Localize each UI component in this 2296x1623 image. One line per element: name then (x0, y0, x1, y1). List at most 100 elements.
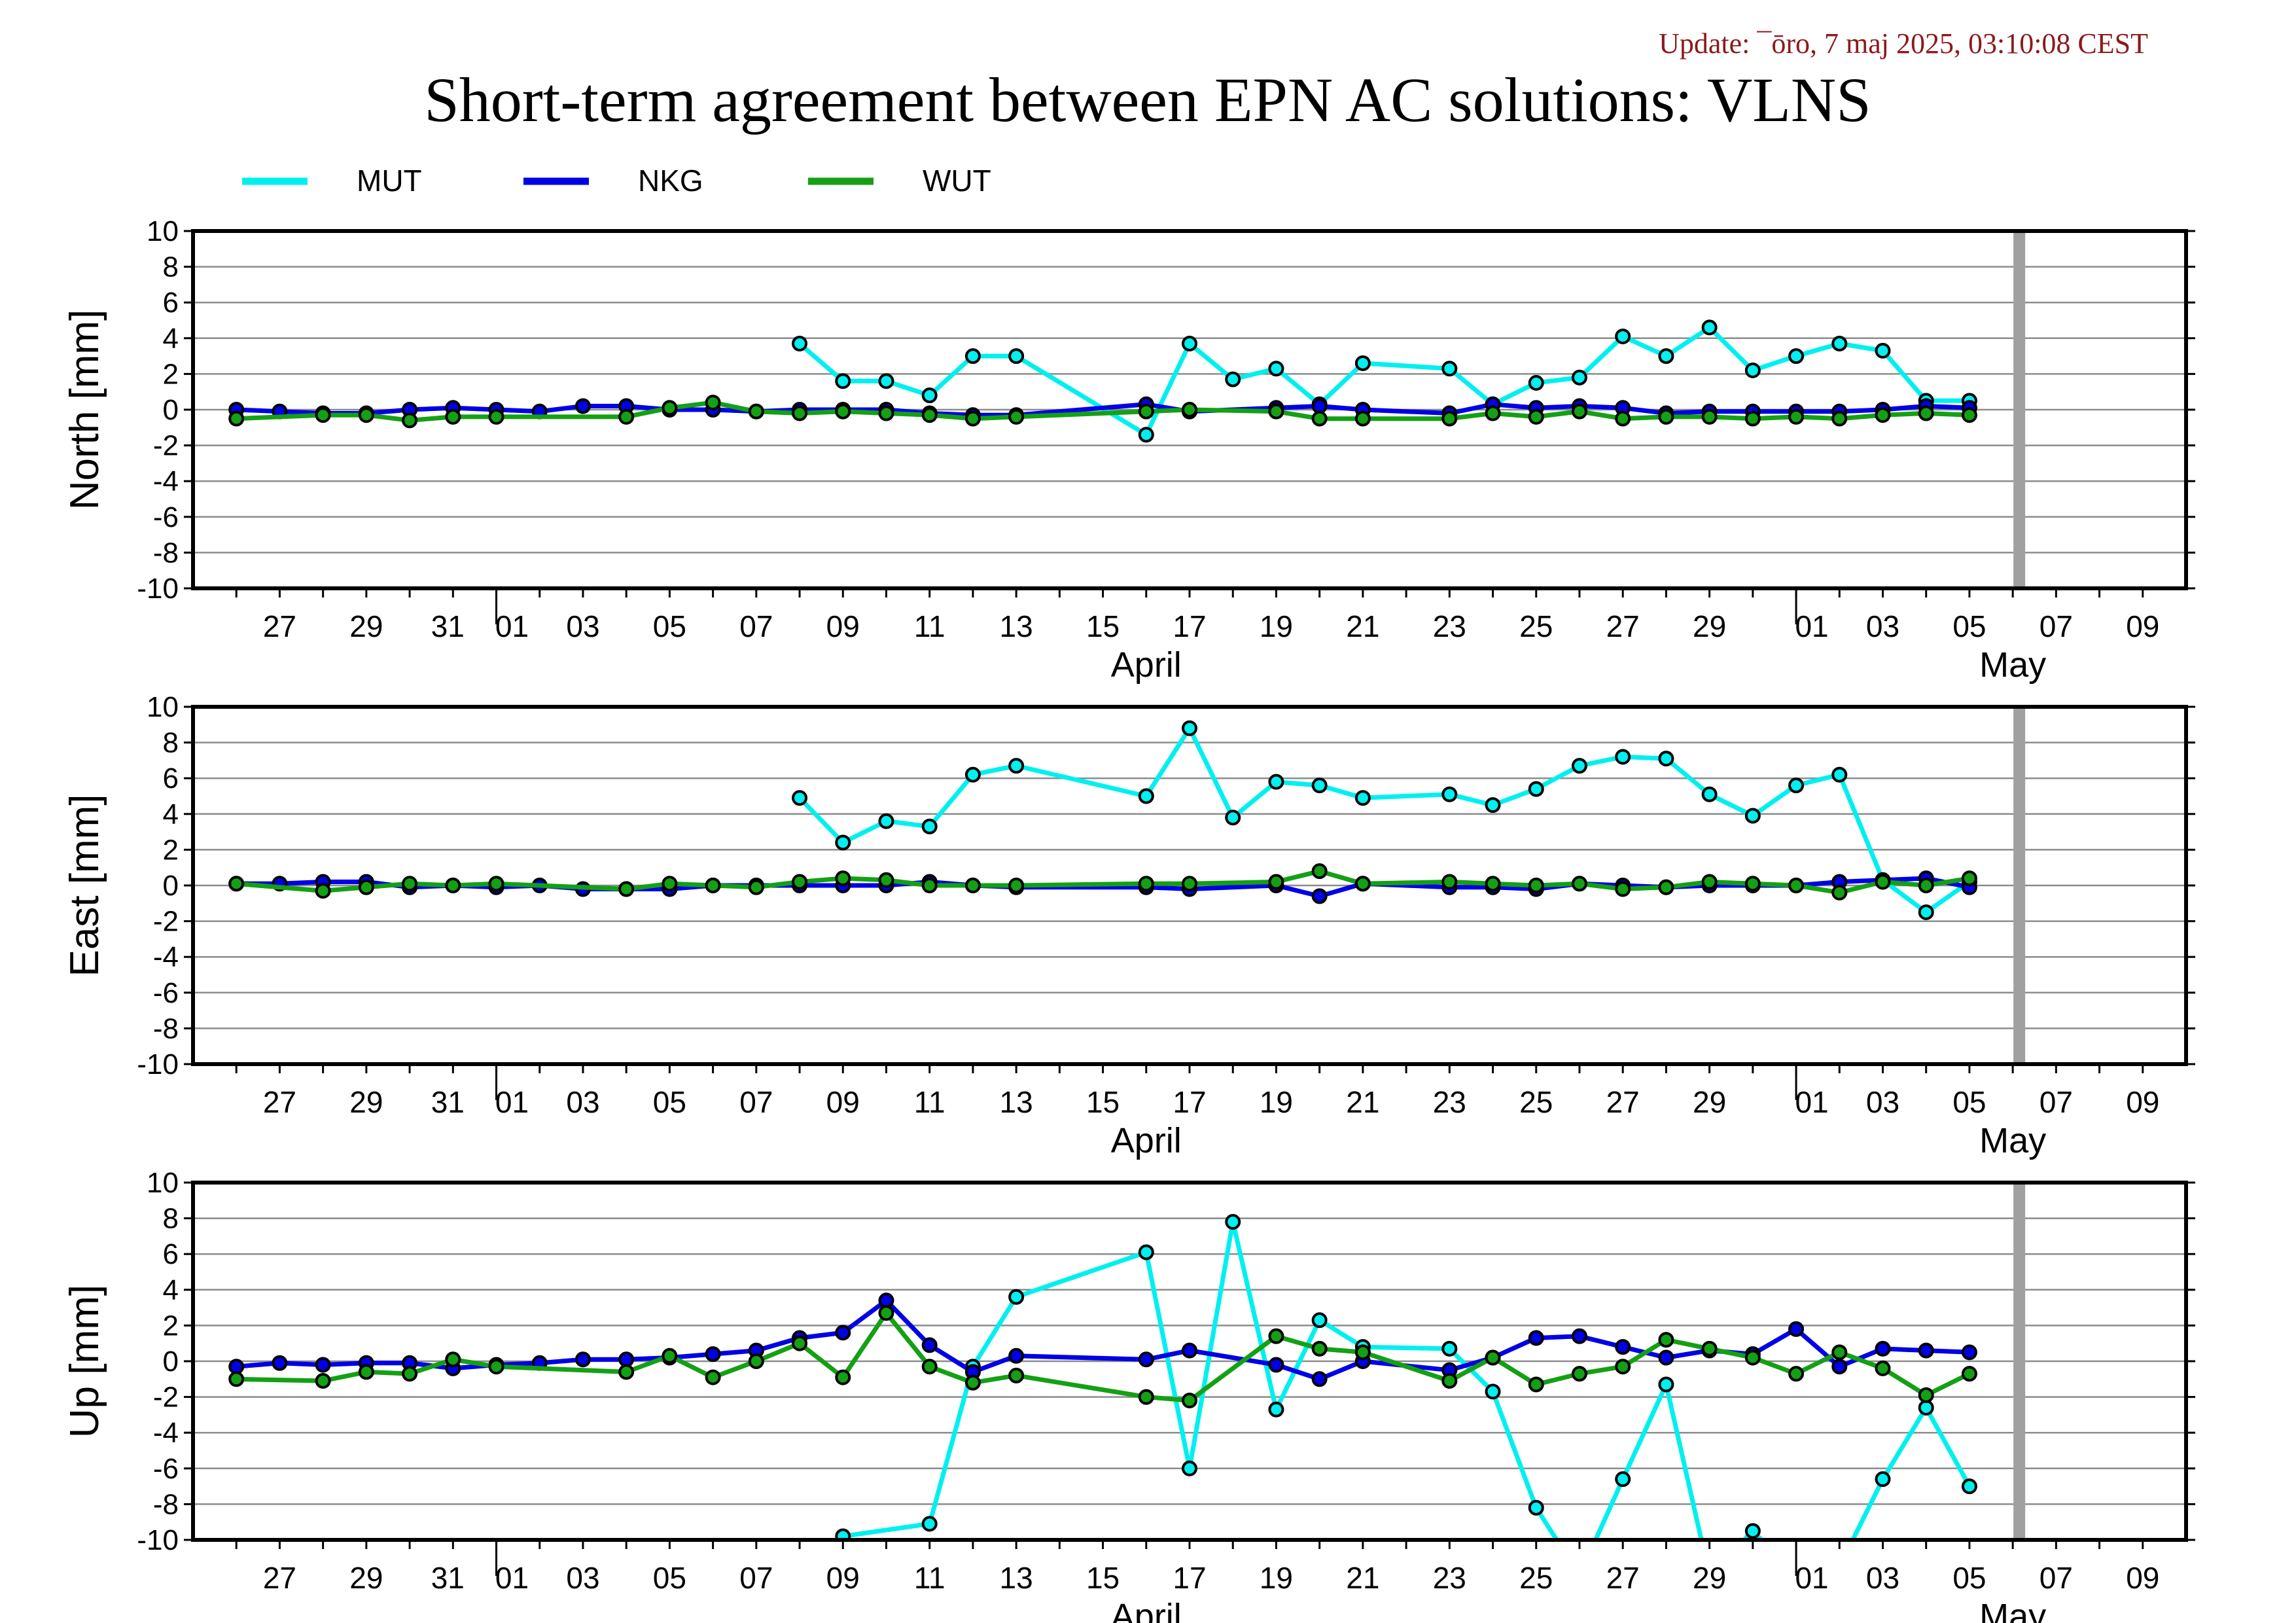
data-point-nkg (1268, 1357, 1284, 1373)
data-point-nkg (835, 1325, 851, 1341)
x-tick-label: 01 (495, 1085, 529, 1119)
data-point-wut (662, 1347, 678, 1364)
data-point-nkg (574, 1351, 591, 1368)
data-point-nkg (618, 1351, 635, 1368)
y-tick-label: -2 (153, 430, 179, 462)
data-point-nkg (1311, 398, 1328, 414)
data-point-wut (1008, 408, 1025, 425)
x-tick-label: 15 (1086, 609, 1120, 643)
data-point-mut (1615, 1471, 1631, 1488)
data-point-wut (662, 876, 678, 892)
month-label: April (1111, 1121, 1182, 1160)
x-tick-label: 07 (2040, 1561, 2073, 1595)
x-tick-label: 05 (1952, 1085, 1986, 1119)
y-axis-label: East [mm] (62, 794, 107, 976)
legend-item-wut: WUT (808, 164, 991, 198)
data-point-wut (1182, 1393, 1197, 1409)
data-point-wut (705, 395, 721, 411)
data-point-mut (1354, 790, 1371, 806)
data-point-wut (1528, 1376, 1544, 1393)
data-point-wut (748, 1353, 764, 1369)
y-tick-label: 8 (163, 727, 179, 759)
x-tick-label: 07 (2040, 609, 2073, 643)
x-tick-label: 07 (2040, 1085, 2073, 1119)
data-point-mut (792, 335, 808, 351)
x-tick-label: 15 (1086, 1561, 1120, 1595)
panel-frame (191, 705, 2188, 1066)
data-point-wut (1485, 876, 1501, 892)
data-point-wut (878, 1305, 894, 1321)
x-tick-label: 29 (1693, 1085, 1726, 1119)
x-tick-label: 27 (263, 1085, 296, 1119)
y-tick-label: 0 (163, 394, 179, 426)
data-point-mut (1138, 1244, 1154, 1260)
data-point-mut (1485, 797, 1501, 813)
data-point-mut (1701, 786, 1718, 802)
x-tick-label: 05 (653, 1561, 686, 1595)
y-tick-label: -8 (153, 1488, 179, 1520)
data-point-wut (1658, 879, 1674, 895)
x-tick-label: 03 (1866, 609, 1899, 643)
data-point-mut (1615, 749, 1631, 765)
data-point-mut (1311, 1312, 1328, 1329)
x-tick-label: 25 (1519, 1561, 1553, 1595)
data-point-mut (1138, 788, 1154, 804)
data-point-nkg (921, 1337, 938, 1353)
x-tick-label: 13 (1000, 1085, 1033, 1119)
x-tick-label: 03 (566, 1085, 599, 1119)
data-point-wut (1311, 863, 1328, 880)
panel-1: 10 86 4 2 0 -2-4 -6-8 -10 East [mm] 27 29 31 01 03 05 0… (62, 691, 2195, 1160)
x-tick-label: 13 (1000, 609, 1033, 643)
data-point-wut (488, 1359, 504, 1375)
data-point-wut (1744, 410, 1761, 427)
data-point-mut (1744, 808, 1761, 824)
x-tick-label: 05 (1952, 1561, 1986, 1595)
y-tick-label: 8 (163, 1203, 179, 1235)
x-tick-label: 05 (653, 1085, 686, 1119)
data-point-wut (1485, 405, 1501, 421)
data-point-mut (1528, 781, 1544, 797)
y-tick-label: 2 (163, 358, 179, 390)
data-point-wut (792, 874, 808, 890)
data-point-wut (964, 410, 981, 427)
y-tick-label: -8 (153, 1012, 179, 1044)
y-tick-label: -4 (153, 465, 179, 497)
data-point-wut (748, 879, 764, 895)
data-point-mut (921, 1516, 938, 1532)
data-point-wut (445, 878, 461, 893)
data-point-mut (1875, 342, 1891, 359)
y-tick-label: 2 (163, 1310, 179, 1342)
data-point-mut (1744, 1523, 1761, 1539)
data-point-nkg (272, 1355, 288, 1371)
data-point-mut (1485, 1383, 1501, 1400)
x-tick-label: 07 (739, 609, 773, 643)
data-point-mut (1918, 904, 1934, 920)
x-tick-label: 21 (1346, 1561, 1379, 1595)
data-point-wut (921, 1359, 938, 1375)
data-point-mut (1182, 1460, 1197, 1476)
data-point-wut (1875, 874, 1891, 890)
y-tick-label: 8 (163, 251, 179, 283)
x-tick-label: 11 (914, 1561, 945, 1595)
x-tick-label: 31 (431, 609, 465, 643)
data-point-mut (878, 373, 894, 389)
x-tick-label: 21 (1346, 609, 1379, 643)
data-point-nkg (1918, 1342, 1934, 1359)
data-point-mut (1831, 335, 1848, 351)
data-point-wut (358, 1364, 374, 1380)
month-label: May (1979, 645, 2046, 685)
x-tick-label: 11 (914, 609, 945, 643)
data-point-wut (618, 1364, 635, 1380)
data-point-nkg (1138, 1351, 1154, 1368)
x-tick-label: 01 (1795, 609, 1828, 643)
data-point-nkg (315, 1357, 331, 1373)
series-line-wut (236, 400, 1970, 423)
data-point-wut (835, 1369, 851, 1385)
data-point-wut (878, 405, 894, 421)
data-point-mut (1354, 355, 1371, 372)
data-point-wut (1744, 1349, 1761, 1366)
data-point-wut (488, 408, 504, 425)
y-tick-label: 4 (163, 323, 179, 355)
data-point-nkg (878, 1293, 894, 1309)
data-point-wut (1441, 410, 1458, 427)
